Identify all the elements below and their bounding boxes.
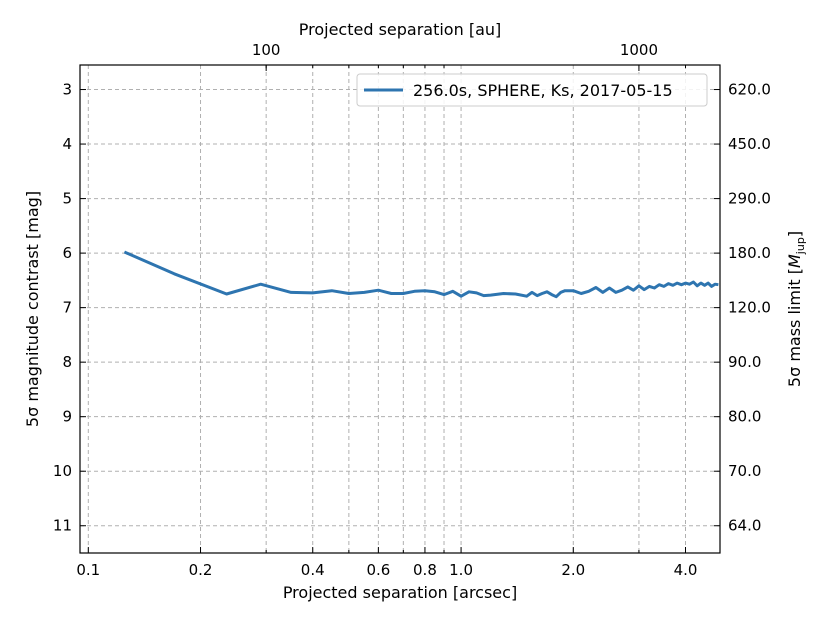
y-tick-label: 8 <box>62 353 72 371</box>
right-y-tick-label: 450.0 <box>728 135 771 153</box>
legend-label: 256.0s, SPHERE, Ks, 2017-05-15 <box>413 81 673 100</box>
right-y-tick-label: 90.0 <box>728 353 761 371</box>
right-y-tick-label: 64.0 <box>728 517 761 535</box>
x-axis-title: Projected separation [arcsec] <box>283 583 517 602</box>
y-tick-label: 3 <box>62 81 72 99</box>
top-x-axis-title: Projected separation [au] <box>299 20 502 39</box>
tick-labels: 0.1 0.2 0.4 0.6 0.8 1.0 2.0 4.0 100 1000 3 4 5 6 7 8 9 10… <box>53 41 771 579</box>
right-y-tick-label: 70.0 <box>728 462 761 480</box>
x-tick-label: 0.1 <box>76 561 100 579</box>
right-y-tick-label: 120.0 <box>728 299 771 317</box>
x-tick-label: 0.8 <box>413 561 437 579</box>
y-tick-label: 11 <box>53 517 72 535</box>
right-y-tick-label: 620.0 <box>728 81 771 99</box>
y-tick-label: 10 <box>53 462 72 480</box>
x-tick-label: 0.6 <box>366 561 390 579</box>
legend: 256.0s, SPHERE, Ks, 2017-05-15 <box>356 73 708 107</box>
x-tick-label: 1.0 <box>449 561 473 579</box>
right-y-tick-label: 290.0 <box>728 190 771 208</box>
y-tick-label: 7 <box>62 299 72 317</box>
tick-marks <box>80 65 720 553</box>
x-tick-label: 0.2 <box>189 561 213 579</box>
x-tick-label: 2.0 <box>561 561 585 579</box>
y-tick-label: 4 <box>62 135 72 153</box>
plot-frame <box>79 64 721 554</box>
legend-box <box>356 73 708 107</box>
x-tick-label: 4.0 <box>674 561 698 579</box>
y-axis-title: 5σ magnitude contrast [mag] <box>23 191 42 427</box>
y-tick-label: 6 <box>62 244 72 262</box>
top-x-tick-label: 1000 <box>620 41 658 59</box>
right-y-tick-label: 80.0 <box>728 408 761 426</box>
top-x-tick-label: 100 <box>252 41 281 59</box>
right-y-tick-label: 180.0 <box>728 244 771 262</box>
x-tick-label: 0.4 <box>301 561 325 579</box>
y-tick-label: 9 <box>62 408 72 426</box>
grid-lines <box>80 65 720 553</box>
series-layer <box>123 250 719 299</box>
contrast-curve-line <box>123 250 719 299</box>
y-tick-label: 5 <box>62 190 72 208</box>
right-y-axis-title: 5σ mass limit [Mjup] <box>785 231 807 387</box>
